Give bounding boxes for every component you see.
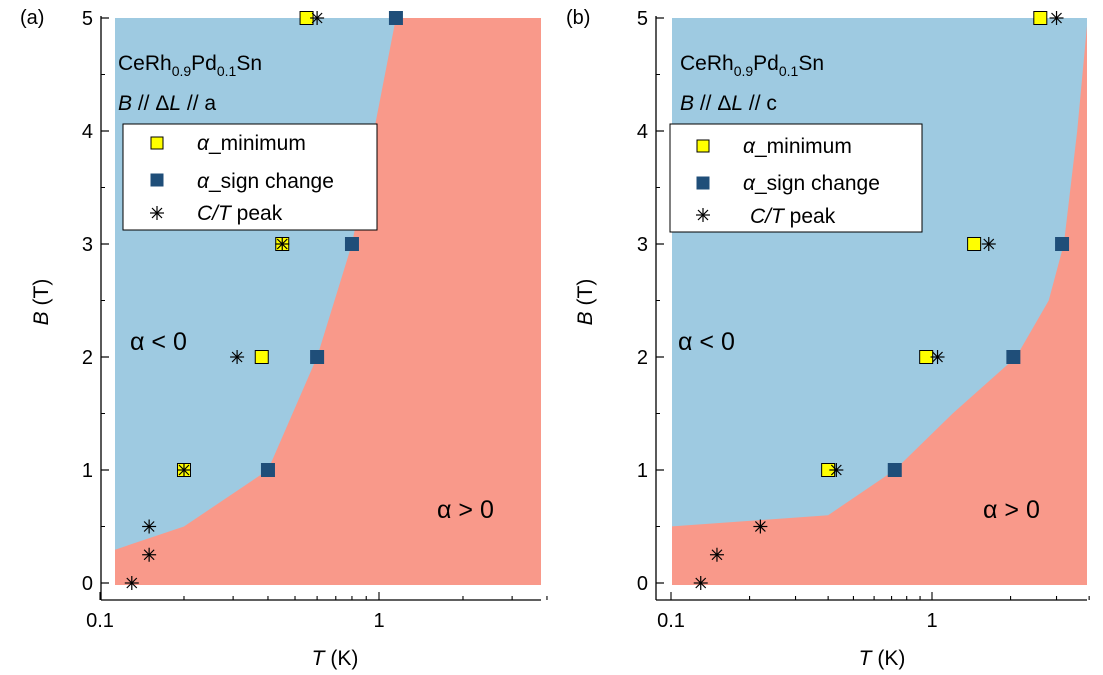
legend-item-ct-peak: C/T peak — [750, 205, 836, 228]
ct-peak-point — [829, 463, 844, 477]
x-tick-label: 1 — [926, 610, 937, 632]
alpha-sign-change-point — [1055, 237, 1070, 251]
panel-label: (a) — [20, 7, 44, 29]
panel-a: 0 1 2 3 4 5 0.1 1 (a) CeRh0.9Pd0.1Sn B // ΔL //… — [20, 7, 548, 670]
x-tick-label: 0.1 — [657, 610, 685, 632]
legend: α_minimum α_sign change C/T peak — [669, 123, 923, 233]
y-tick-label: 3 — [637, 234, 648, 256]
legend-marker-asterisk — [150, 206, 164, 220]
ct-peak-point — [275, 237, 290, 251]
ct-peak-point — [142, 547, 157, 562]
y-tick-label: 4 — [637, 121, 648, 143]
legend-box — [122, 123, 378, 231]
positive-alpha-region — [672, 25, 1087, 585]
legend-marker-blue-square — [696, 176, 710, 190]
alpha-sign-change-point — [344, 237, 359, 251]
positive-alpha-region — [115, 18, 541, 585]
data-points — [124, 11, 403, 590]
alpha-minimum-point — [254, 350, 269, 364]
legend-marker-asterisk — [696, 208, 710, 222]
y-tick-label: 4 — [82, 121, 93, 143]
ct-peak-point — [930, 350, 945, 364]
ct-peak-point — [124, 576, 139, 590]
y-tick-label: 3 — [82, 234, 93, 256]
x-axis-label: T (K) — [859, 647, 906, 670]
legend-item-ct-peak: C/T peak — [197, 202, 283, 225]
panel-label: (b) — [566, 7, 590, 29]
y-tick-label: 5 — [637, 8, 648, 30]
y-axis-label: B (T) — [30, 279, 53, 326]
ct-peak-point — [176, 463, 191, 477]
x-tick-label: 1 — [373, 610, 384, 632]
orientation-label: B // ΔL // a — [118, 92, 216, 115]
alpha-minimum-point — [967, 237, 982, 251]
legend-box — [669, 123, 923, 233]
alpha-sign-change-point — [1006, 350, 1021, 364]
y-tick-label: 0 — [82, 573, 93, 595]
alpha-sign-change-point — [388, 11, 403, 25]
alpha-sign-change-point — [310, 350, 325, 364]
region-label-negative: α < 0 — [130, 328, 187, 356]
legend: α_minimum α_sign change C/T peak — [122, 123, 378, 231]
y-axis-label: B (T) — [574, 279, 597, 326]
panel-b: 0 1 2 3 4 5 0.1 1 (b) CeRh0.9Pd0.1Sn B // ΔL //… — [566, 7, 1090, 670]
x-axis-label: T (K) — [312, 647, 359, 670]
ct-peak-point — [981, 237, 996, 251]
x-tick-label: 0.1 — [86, 610, 114, 632]
compound-label: CeRh0.9Pd0.1Sn — [680, 52, 824, 79]
legend-marker-yellow-square — [150, 136, 164, 150]
ct-peak-point — [693, 576, 708, 590]
y-tick-label: 5 — [82, 8, 93, 30]
legend-marker-yellow-square — [696, 139, 710, 153]
y-tick-label: 2 — [82, 347, 93, 369]
y-tick-label: 1 — [637, 460, 648, 482]
legend-item-sign-change: α_sign change — [197, 170, 334, 193]
legend-item-minimum: α_minimum — [743, 135, 852, 158]
y-tick-label: 0 — [637, 573, 648, 595]
region-label-positive: α > 0 — [437, 496, 494, 524]
alpha-sign-change-point — [260, 463, 275, 477]
compound-label: CeRh0.9Pd0.1Sn — [118, 52, 262, 79]
region-label-negative: α < 0 — [678, 328, 735, 356]
region-label-positive: α > 0 — [983, 496, 1040, 524]
ct-peak-point — [142, 519, 157, 534]
alpha-sign-change-point — [887, 463, 902, 477]
orientation-label: B // ΔL // c — [680, 92, 777, 115]
legend-marker-blue-square — [150, 173, 164, 187]
ct-peak-point — [230, 350, 245, 364]
y-tick-label: 2 — [637, 347, 648, 369]
axes: 0 1 2 3 4 5 0.1 1 — [82, 8, 548, 632]
legend-item-sign-change: α_sign change — [743, 172, 880, 195]
axes: 0 1 2 3 4 5 0.1 1 — [637, 8, 1090, 632]
alpha-minimum-point — [1033, 11, 1048, 25]
ct-peak-point — [709, 547, 724, 562]
data-points — [693, 11, 1070, 590]
ct-peak-point — [1049, 11, 1064, 25]
y-tick-label: 1 — [82, 460, 93, 482]
ct-peak-point — [310, 11, 325, 25]
ct-peak-point — [753, 519, 768, 534]
legend-item-minimum: α_minimum — [197, 132, 306, 155]
